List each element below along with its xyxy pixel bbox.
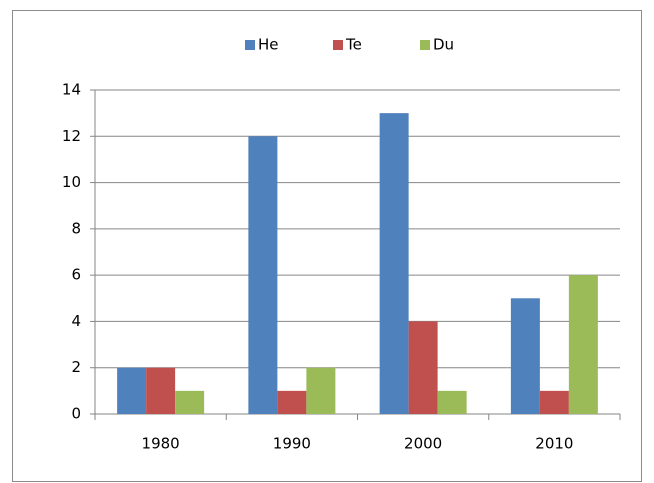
bar <box>117 367 147 414</box>
bar <box>437 390 467 414</box>
bar <box>408 321 438 414</box>
y-tick-label: 2 <box>71 358 81 376</box>
legend-label: He <box>258 36 279 54</box>
bar <box>568 275 598 414</box>
bar <box>539 390 569 414</box>
legend-label: Du <box>433 36 454 54</box>
bar <box>306 367 336 414</box>
y-tick-label: 0 <box>71 405 81 423</box>
y-tick-label: 6 <box>71 266 81 284</box>
x-tick-label: 2000 <box>404 435 442 453</box>
bar <box>379 113 409 415</box>
bar <box>146 367 176 414</box>
x-tick-label: 1990 <box>273 435 311 453</box>
bar <box>510 298 540 414</box>
y-tick-label: 10 <box>62 173 81 191</box>
legend-swatch <box>245 40 255 50</box>
x-tick-label: 2010 <box>535 435 573 453</box>
bar <box>248 136 278 415</box>
y-tick-label: 12 <box>62 127 81 145</box>
x-tick-label: 1980 <box>142 435 180 453</box>
y-tick-label: 4 <box>71 312 81 330</box>
legend-label: Te <box>345 36 362 54</box>
bar <box>277 390 307 414</box>
legend-swatch <box>333 40 343 50</box>
y-tick-label: 14 <box>62 81 81 99</box>
bar <box>175 390 205 414</box>
legend-swatch <box>420 40 430 50</box>
y-tick-label: 8 <box>71 219 81 237</box>
